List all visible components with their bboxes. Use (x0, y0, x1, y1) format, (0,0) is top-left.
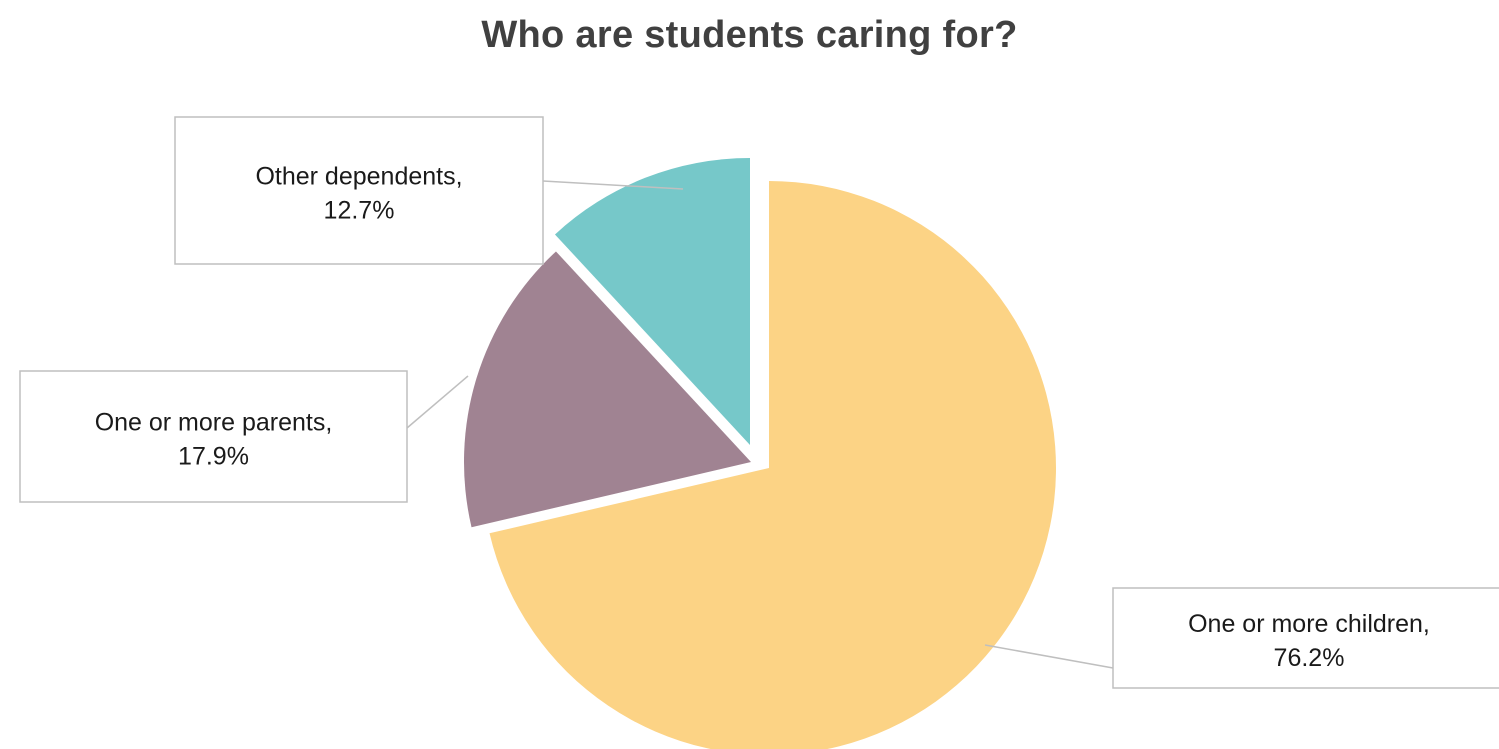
chart-title: Who are students caring for? (481, 14, 1018, 56)
data-label-callouts: One or more children, 76.2% One or more pa… (19, 116, 1499, 689)
data-label-category-children: One or more children, (1188, 610, 1430, 638)
data-label-category-parents: One or more parents, (95, 409, 333, 437)
data-label-box-parents (19, 370, 408, 503)
leader-line-children (984, 644, 1114, 669)
data-label-box-other-dependents (174, 116, 544, 265)
pie-slices (464, 158, 1056, 749)
data-label-value-children: 76.2% (1274, 644, 1345, 672)
data-label-category-other-dependents: Other dependents, (255, 163, 462, 191)
data-label-value-parents: 17.9% (178, 443, 249, 471)
pie-slice-children (489, 181, 1056, 749)
pie-slice-parents (464, 251, 751, 528)
leader-line-parents (406, 375, 469, 429)
data-label-value-other-dependents: 12.7% (324, 197, 395, 225)
pie-slice-other-dependents (554, 158, 750, 445)
leader-line-other-dependents (542, 180, 684, 190)
data-label-box-children (1112, 587, 1499, 689)
